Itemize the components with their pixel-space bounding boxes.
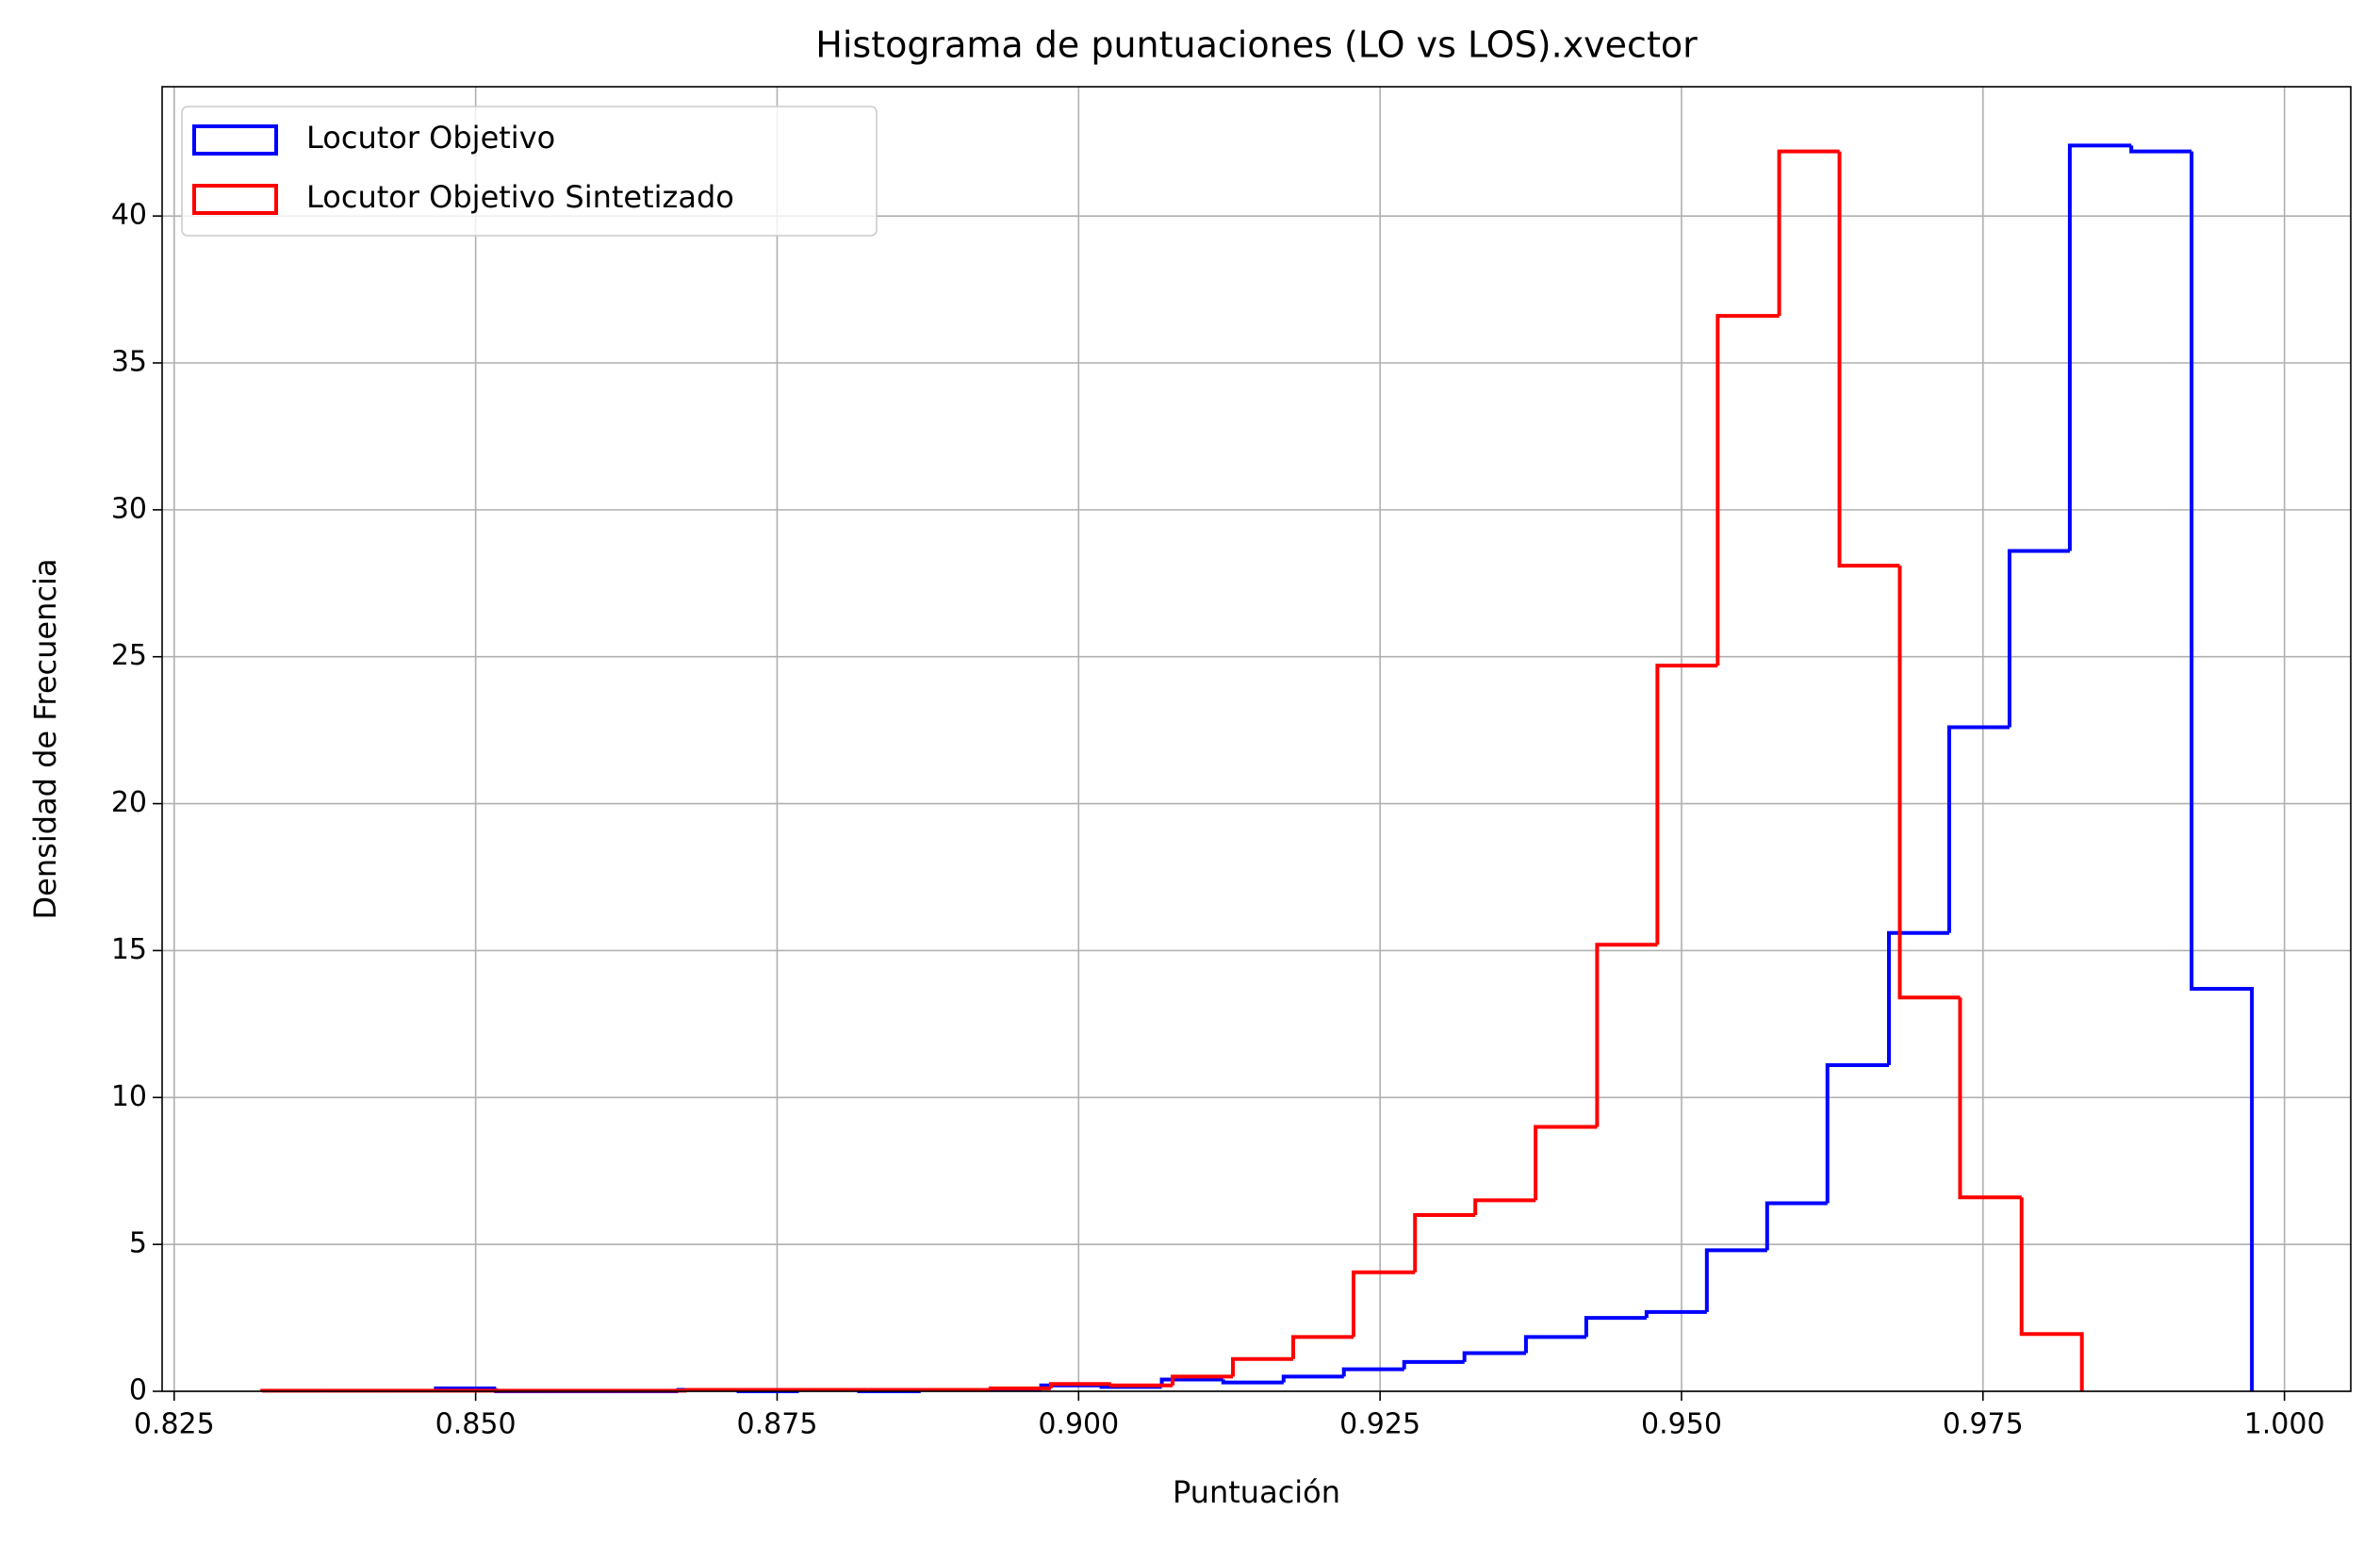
x-axis-label: Puntuación [1173, 1474, 1340, 1510]
histogram-bin [1462, 1351, 1526, 1362]
histogram-bin [1351, 1270, 1416, 1338]
histogram-bin [1108, 1383, 1174, 1388]
legend-swatch [192, 124, 278, 156]
histogram-bin [1825, 1063, 1890, 1204]
histogram-bin [1777, 149, 1840, 317]
y-tick-label: 40 [111, 199, 147, 232]
x-tick-label: 0.975 [1943, 1408, 2024, 1441]
histogram-bin [1704, 1248, 1767, 1312]
y-tick-label: 0 [129, 1374, 147, 1407]
histogram-bin [1764, 1201, 1828, 1251]
histogram-bin [1413, 1212, 1476, 1273]
histogram-bin [1715, 314, 1780, 666]
histogram-bin [1473, 1198, 1536, 1215]
histogram-bin [1291, 1335, 1354, 1359]
histogram-bin [2067, 143, 2132, 551]
histogram-bin [1655, 664, 1718, 945]
y-tick-label: 20 [111, 786, 147, 819]
x-tick-label: 1.000 [2244, 1408, 2325, 1441]
legend-swatch [192, 184, 278, 215]
y-tick-label: 35 [111, 346, 147, 379]
histogram-bin [1221, 1379, 1284, 1385]
plot-frame [161, 86, 2352, 1392]
histogram-bin [1341, 1367, 1404, 1377]
y-tick-label: 30 [111, 492, 147, 525]
histogram-bin [1595, 943, 1658, 1127]
histogram-bin [684, 1388, 747, 1392]
histogram-bin [1946, 725, 2010, 933]
legend-label: Locutor Objetivo Sintetizado [306, 179, 734, 215]
y-tick-label: 15 [111, 933, 147, 966]
histogram-bin [1584, 1316, 1647, 1338]
histogram-bin [1837, 151, 1900, 568]
legend-label: Locutor Objetivo [306, 120, 555, 156]
histogram-bin [1958, 997, 2022, 1200]
x-tick-label: 0.950 [1641, 1408, 1722, 1441]
histogram-bin [1644, 1309, 1707, 1319]
y-tick-label: 5 [129, 1227, 147, 1260]
x-tick-label: 0.875 [737, 1408, 818, 1441]
histogram-bin [1171, 1374, 1234, 1386]
histogram-bin [2190, 151, 2255, 1391]
histogram-bin [2007, 549, 2070, 728]
histogram-bin [1231, 1356, 1294, 1377]
histogram-bin [2019, 1197, 2084, 1391]
x-tick-label: 0.900 [1038, 1408, 1119, 1441]
histogram-bin [1048, 1382, 1111, 1388]
x-tick-label: 0.850 [435, 1408, 517, 1441]
y-tick-label: 10 [111, 1080, 147, 1113]
histogram-bin [1402, 1359, 1465, 1370]
histogram-bin [1534, 1125, 1598, 1201]
histogram-bin [1281, 1374, 1344, 1383]
histogram-bin [1887, 930, 1949, 1065]
histogram-bin [2129, 145, 2192, 154]
legend-box [181, 106, 878, 237]
chart-title: Histograma de puntuaciones (LO vs LOS).x… [815, 25, 1698, 66]
y-tick-label: 25 [111, 639, 147, 672]
x-tick-label: 0.925 [1339, 1408, 1420, 1441]
y-axis-label: Densidad de Frecuencia [27, 559, 63, 920]
histogram-bin [1897, 566, 1961, 1000]
histogram-bin [1523, 1335, 1586, 1354]
x-tick-label: 0.825 [134, 1408, 215, 1441]
histogram-bin [988, 1386, 1051, 1390]
